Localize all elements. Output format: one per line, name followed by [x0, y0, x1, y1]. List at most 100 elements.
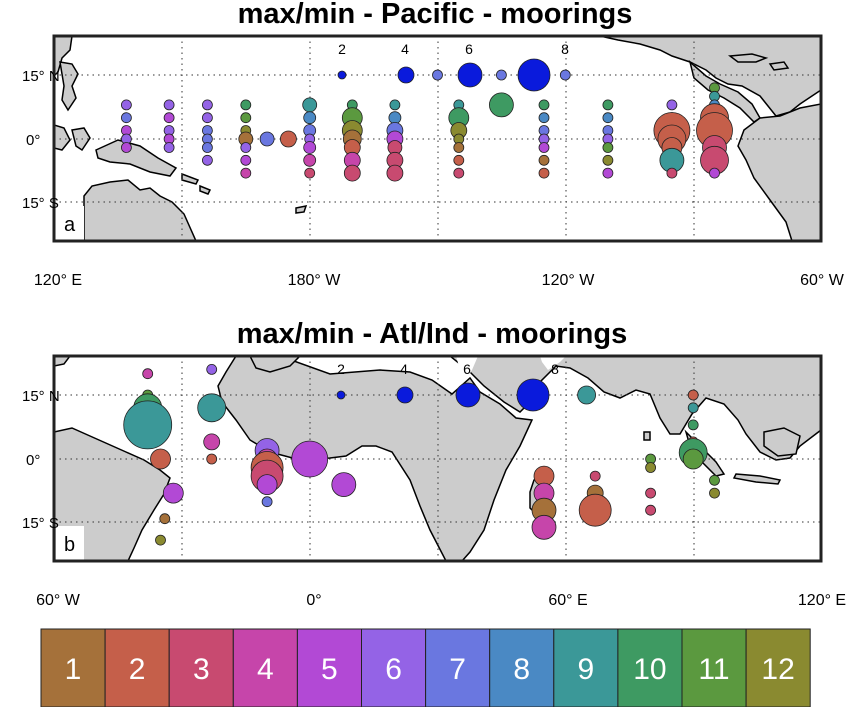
- colorbar-label-month-1: 1: [65, 653, 82, 686]
- mooring-marker: [687, 419, 699, 431]
- pacific-lat-0: 0°: [26, 132, 40, 149]
- scale-circle-6: [457, 62, 483, 88]
- colorbar-cell-month-7: [425, 628, 491, 707]
- colorbar-cell-month-11: [681, 628, 747, 707]
- mooring-marker: [709, 167, 720, 179]
- mooring-marker: [163, 112, 175, 124]
- colorbar-cell-month-10: [617, 628, 683, 707]
- mooring-marker: [201, 142, 213, 153]
- small-island: [295, 205, 308, 214]
- callout-gap-6: [456, 356, 478, 380]
- mooring-marker: [240, 112, 252, 124]
- mooring-marker: [432, 69, 443, 81]
- panel-atlind-label: b: [64, 534, 75, 556]
- scale-label-6: 6: [465, 41, 473, 57]
- colorbar-label-month-12: 12: [761, 653, 794, 686]
- panel-atlind: max/min - Atl/Ind - moorings: [22, 318, 846, 609]
- panel-pacific-label-box: [56, 206, 84, 240]
- mooring-marker: [303, 111, 317, 125]
- mooring-marker: [159, 513, 171, 525]
- mooring-marker: [602, 99, 614, 111]
- mooring-marker: [302, 97, 318, 113]
- mooring-marker: [163, 99, 175, 111]
- callout-gap-8: [540, 356, 566, 370]
- mooring-marker: [488, 92, 514, 118]
- panel-atlind-moorings: [123, 363, 720, 546]
- hispaniola: [768, 61, 790, 71]
- panel-atlind-scale: 2 4 6 8: [336, 361, 559, 412]
- mooring-marker: [240, 99, 252, 111]
- north-america-corner: [54, 356, 71, 367]
- mooring-marker: [261, 496, 273, 508]
- mooring-marker: [538, 167, 550, 179]
- mooring-marker: [163, 142, 175, 153]
- mooring-marker: [259, 131, 275, 147]
- mooring-marker: [495, 69, 507, 81]
- mooring-marker: [538, 99, 550, 111]
- australia: [83, 179, 197, 241]
- mooring-marker: [291, 440, 329, 478]
- europe-corner: [249, 356, 302, 373]
- scale-circle-8: [517, 58, 551, 92]
- mooring-marker: [682, 448, 704, 470]
- mooring-marker: [197, 393, 227, 423]
- atlind-lon-60e: 60° E: [548, 592, 587, 609]
- cuba: [727, 53, 769, 63]
- scale-label-6: 6: [463, 361, 471, 377]
- panel-pacific-moorings: [121, 69, 733, 182]
- java: [732, 473, 782, 485]
- colorbar-cell-month-4: [232, 628, 298, 707]
- scale-label-4: 4: [401, 41, 409, 57]
- mooring-marker: [602, 142, 614, 153]
- colorbar-cell-month-8: [489, 628, 555, 707]
- atlind-lon-120e: 120° E: [798, 592, 846, 609]
- mooring-marker: [121, 142, 132, 153]
- mooring-marker: [538, 112, 550, 124]
- vanuatu: [199, 184, 212, 195]
- mooring-marker: [687, 389, 699, 401]
- borneo: [763, 427, 801, 457]
- mooring-marker: [602, 112, 614, 124]
- mooring-marker: [303, 153, 317, 167]
- scale-circle-6: [455, 382, 481, 408]
- mooring-marker: [304, 167, 316, 179]
- colorbar-cell-month-2: [104, 628, 170, 707]
- mooring-marker: [538, 142, 550, 153]
- mooring-marker: [602, 154, 614, 166]
- mooring-marker: [206, 363, 218, 375]
- colorbar-label-month-2: 2: [129, 653, 146, 686]
- colorbar-cell-month-6: [361, 628, 427, 707]
- mooring-marker: [256, 474, 278, 496]
- mooring-marker: [203, 433, 221, 451]
- scale-circle-2: [336, 390, 346, 400]
- mooring-marker: [709, 487, 720, 499]
- mooring-marker: [388, 111, 402, 125]
- colorbar-label-month-5: 5: [321, 653, 338, 686]
- mooring-marker: [687, 402, 699, 414]
- mooring-marker: [386, 164, 404, 182]
- mooring-marker: [589, 470, 601, 482]
- scale-circle-8: [516, 378, 550, 412]
- mooring-marker: [331, 472, 357, 498]
- colorbar-cell-month-1: [40, 628, 106, 707]
- pacific-lon-120e: 120° E: [34, 272, 82, 289]
- month-colorbar: 1 2 3 4 5 6 7 8 9 10 11 12: [40, 628, 811, 707]
- mooring-marker: [123, 400, 173, 450]
- scale-label-2: 2: [337, 361, 345, 377]
- colorbar-cell-month-5: [296, 628, 362, 707]
- mooring-marker: [453, 167, 465, 179]
- mooring-marker: [142, 368, 154, 380]
- sulawesi: [71, 127, 91, 152]
- colorbar-label-month-11: 11: [698, 653, 729, 686]
- asia-landmass: [54, 36, 73, 78]
- mooring-marker: [206, 453, 218, 465]
- mooring-marker: [279, 130, 297, 148]
- scale-label-8: 8: [561, 41, 569, 57]
- callout-gap: [408, 36, 426, 50]
- mooring-marker: [453, 154, 465, 166]
- mooring-marker: [201, 154, 213, 166]
- panel-atlind-frame: [52, 354, 823, 563]
- panel-pacific-land: [54, 36, 821, 241]
- borneo: [54, 124, 71, 151]
